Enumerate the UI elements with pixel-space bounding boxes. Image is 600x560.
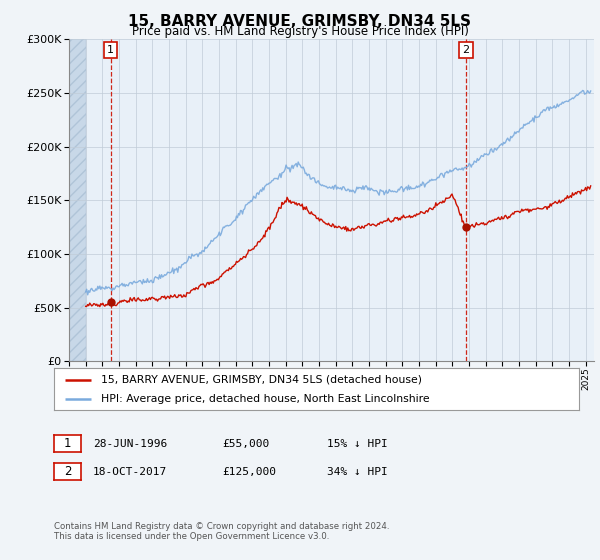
Text: 2: 2	[64, 465, 71, 478]
Text: 1: 1	[107, 45, 114, 55]
Text: 18-OCT-2017: 18-OCT-2017	[93, 466, 167, 477]
Text: 15, BARRY AVENUE, GRIMSBY, DN34 5LS (detached house): 15, BARRY AVENUE, GRIMSBY, DN34 5LS (det…	[101, 375, 422, 385]
Bar	[69, 39, 86, 361]
Text: £55,000: £55,000	[222, 438, 269, 449]
Text: 1: 1	[64, 437, 71, 450]
Text: HPI: Average price, detached house, North East Lincolnshire: HPI: Average price, detached house, Nort…	[101, 394, 430, 404]
Text: 2: 2	[462, 45, 469, 55]
Text: 15% ↓ HPI: 15% ↓ HPI	[327, 438, 388, 449]
Text: £125,000: £125,000	[222, 466, 276, 477]
Text: Price paid vs. HM Land Registry's House Price Index (HPI): Price paid vs. HM Land Registry's House …	[131, 25, 469, 38]
Text: 15, BARRY AVENUE, GRIMSBY, DN34 5LS: 15, BARRY AVENUE, GRIMSBY, DN34 5LS	[128, 14, 472, 29]
Text: 28-JUN-1996: 28-JUN-1996	[93, 438, 167, 449]
Text: 34% ↓ HPI: 34% ↓ HPI	[327, 466, 388, 477]
Text: Contains HM Land Registry data © Crown copyright and database right 2024.
This d: Contains HM Land Registry data © Crown c…	[54, 522, 389, 542]
